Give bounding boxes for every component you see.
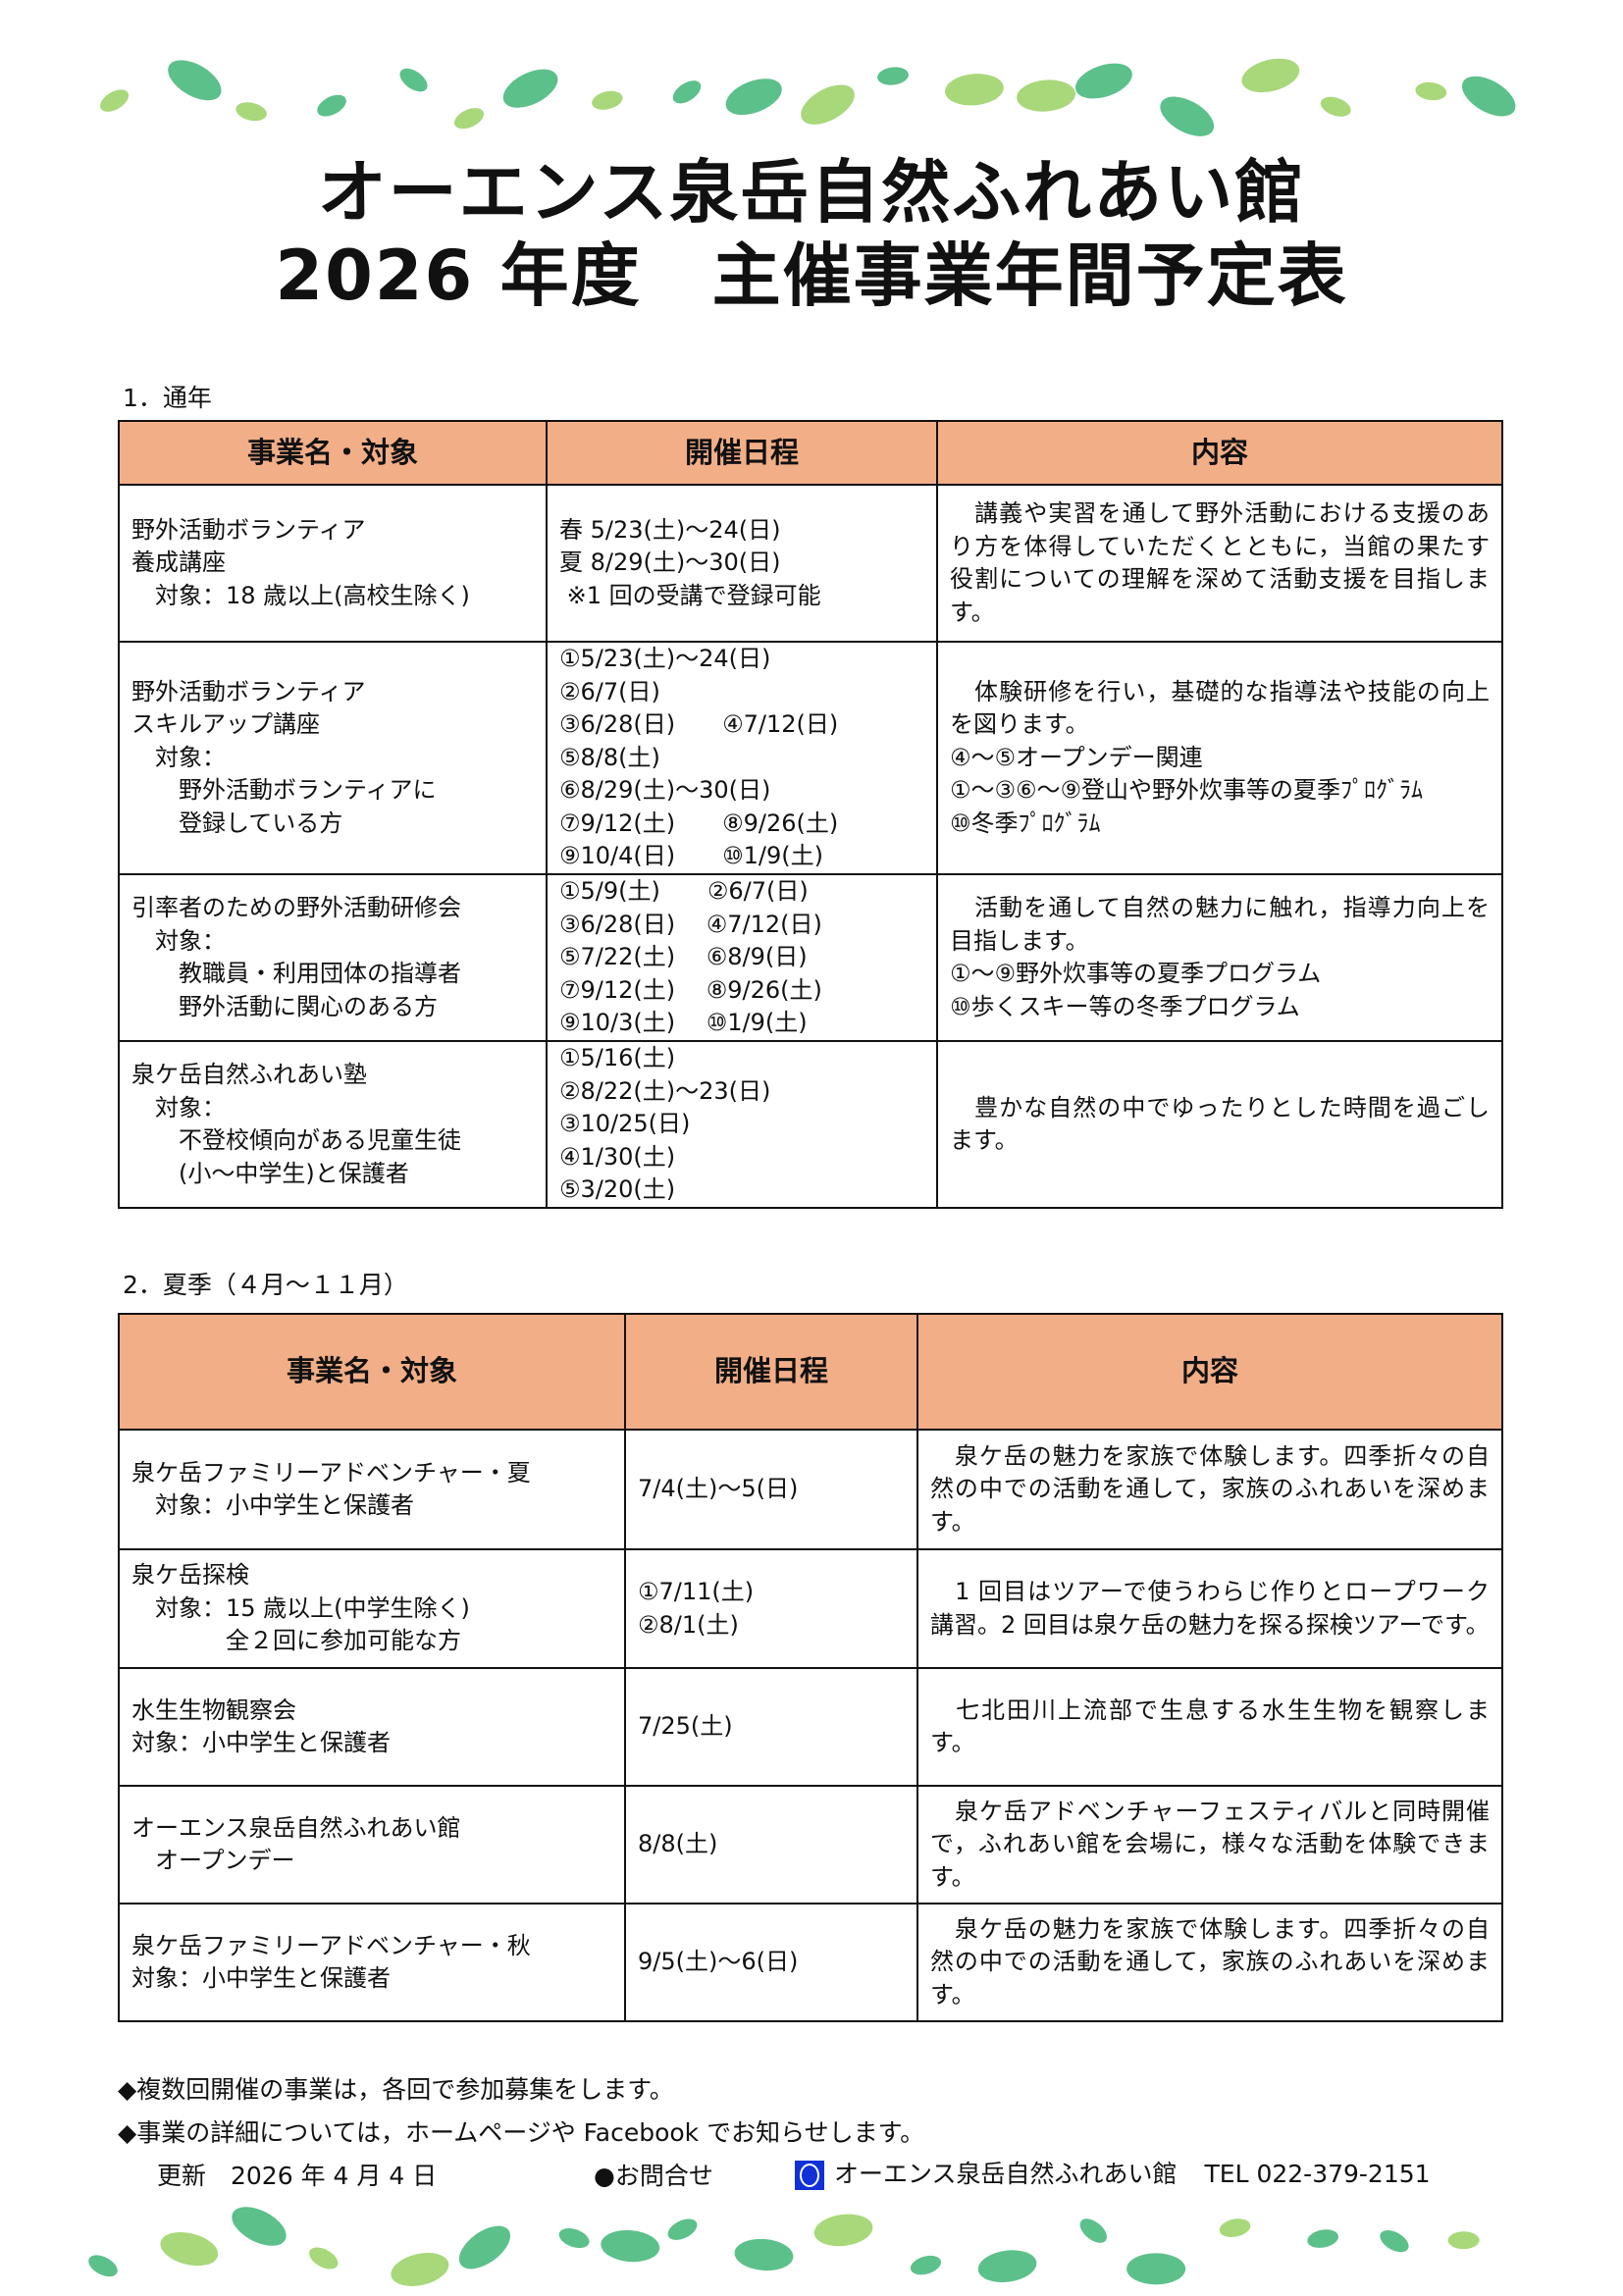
- leaf-icon: [160, 2232, 219, 2267]
- leaf-icon: [877, 67, 909, 85]
- leaf-icon: [1017, 79, 1075, 112]
- leaf-icon: [1447, 2231, 1480, 2250]
- col-header-name: 事業名・対象: [118, 420, 548, 486]
- table-row: 泉ケ岳ファミリーアドベンチャー・秋 対象：小中学生と保護者 9/5(土)～6(日)…: [118, 1903, 1503, 2022]
- leaf-icon: [399, 68, 428, 92]
- col-header-name: 事業名・対象: [118, 1313, 626, 1431]
- col-header-content: 内容: [936, 420, 1503, 486]
- table-row: 野外活動ボランティア 養成講座 対象：18 歳以上(高校生除く) 春 5/23(土…: [118, 484, 1503, 643]
- col-header-dates: 開催日程: [546, 420, 938, 486]
- cell-dates: 春 5/23(土)～24(日) 夏 8/29(土)～30(日) ※1 回の受講で…: [546, 484, 938, 643]
- cell-name: オーエンス泉岳自然ふれあい館 オープンデー: [118, 1785, 626, 1905]
- leaf-border-top: [100, 58, 1516, 136]
- leaf-icon: [672, 80, 702, 104]
- note-1: ◆複数回開催の事業は，各回で参加募集をします。: [118, 2075, 674, 2104]
- year-round-table: 事業名・対象 開催日程 内容 野外活動ボランティア 養成講座 対象：18 歳以上…: [118, 420, 1503, 1209]
- leaf-icon: [317, 94, 346, 117]
- cell-name: 泉ケ岳ファミリーアドベンチャー・夏 対象：小中学生と保護者: [118, 1429, 626, 1550]
- cell-name: 野外活動ボランティア 養成講座 対象：18 歳以上(高校生除く): [118, 484, 548, 643]
- col-header-dates: 開催日程: [624, 1313, 918, 1431]
- cell-content: 泉ケ岳の魅力を家族で体験します。四季折々の自然の中での活動を通して，家族のふれあ…: [916, 1903, 1503, 2022]
- leaf-icon: [502, 69, 558, 108]
- leaf-icon: [309, 2247, 339, 2270]
- leaf-icon: [1241, 58, 1300, 93]
- cell-dates: ①7/11(土) ②8/1(土): [624, 1548, 918, 1669]
- cell-name: 泉ケ岳探検 対象：15 歳以上(中学生除く) 全２回に参加可能な方: [118, 1548, 626, 1669]
- table-row: 泉ケ岳探検 対象：15 歳以上(中学生除く) 全２回に参加可能な方 ①7/11(土…: [118, 1548, 1503, 1669]
- table-header-row: 事業名・対象 開催日程 内容: [118, 1313, 1503, 1431]
- cell-content: 1 回目はツアーで使うわらじ作りとロープワーク講習。2 回目は泉ケ岳の魅力を探る…: [916, 1548, 1503, 1669]
- leaf-icon: [1219, 2218, 1251, 2237]
- cell-name: 引率者のための野外活動研修会 対象： 教職員・利用団体の指導者 野外活動に関心の…: [118, 873, 548, 1042]
- cell-content: 七北田川上流部で生息する水生生物を観察します。: [916, 1667, 1503, 1787]
- table-row: 泉ケ岳ファミリーアドベンチャー・夏 対象：小中学生と保護者 7/4(土)～5(日)…: [118, 1429, 1503, 1550]
- leaf-icon: [813, 2214, 873, 2247]
- leaf-icon: [1079, 2218, 1107, 2243]
- table-row: オーエンス泉岳自然ふれあい館 オープンデー 8/8(土) 泉ケ岳アドベンチャーフェ…: [118, 1785, 1503, 1905]
- leaf-icon: [1320, 96, 1351, 117]
- leaf-icon: [1380, 2230, 1409, 2253]
- cell-dates: ①5/9(土) ②6/7(日) ③6/28(日) ④7/12(日) ⑤7/22(…: [546, 873, 938, 1042]
- leaf-icon: [1160, 96, 1215, 136]
- section2-heading: 2．夏季（４月～１１月）: [123, 1271, 408, 1299]
- leaf-icon: [1415, 81, 1447, 101]
- leaf-icon: [558, 2228, 590, 2248]
- cell-content: 泉ケ岳アドベンチャーフェスティバルと同時開催で，ふれあい館を会場に，様々な活動を…: [916, 1785, 1503, 1905]
- cell-dates: 8/8(土): [624, 1785, 918, 1905]
- leaf-icon: [88, 2255, 118, 2277]
- table-header-row: 事業名・対象 開催日程 内容: [118, 420, 1503, 486]
- leaf-icon: [801, 84, 855, 125]
- leaf-icon: [391, 2253, 449, 2286]
- cell-name: 泉ケ岳自然ふれあい塾 対象： 不登校傾向がある児童生徒 (小～中学生)と保護者: [118, 1040, 548, 1209]
- leaf-icon: [734, 2238, 794, 2271]
- cell-content: 講義や実習を通して野外活動における支援のあり方を体得していただくとともに，当館の…: [936, 484, 1503, 643]
- leaf-icon: [725, 78, 782, 116]
- cell-dates: 7/4(土)～5(日): [624, 1429, 918, 1550]
- leaf-icon: [100, 89, 130, 112]
- leaf-icon: [458, 2225, 510, 2270]
- cell-name: 泉ケ岳ファミリーアドベンチャー・秋 対象：小中学生と保護者: [118, 1903, 626, 2022]
- leaf-icon: [1074, 63, 1132, 99]
- leaf-icon: [1461, 76, 1516, 117]
- phone-number: TEL 022-379-2151: [1204, 2160, 1431, 2188]
- cell-content: 豊かな自然の中でゆったりとした時間を過ごします。: [936, 1040, 1503, 1209]
- contact-label: ●お問合せ: [594, 2162, 713, 2190]
- table-row: 水生生物観察会 対象：小中学生と保護者 7/25(土) 七北田川上流部で生息する水…: [118, 1667, 1503, 1787]
- table-row: 引率者のための野外活動研修会 対象： 教職員・利用団体の指導者 野外活動に関心の…: [118, 873, 1503, 1042]
- cell-dates: 7/25(土): [624, 1667, 918, 1787]
- org-name: オーエンス泉岳自然ふれあい館: [834, 2160, 1178, 2188]
- cell-dates: ①5/16(土) ②8/22(土)～23(日) ③10/25(日) ④1/30(…: [546, 1040, 938, 1209]
- summer-table: 事業名・対象 開催日程 内容 泉ケ岳ファミリーアドベンチャー・夏 対象：小中学生…: [118, 1313, 1503, 2022]
- cell-content: 体験研修を行い，基礎的な指導法や技能の向上を図ります。 ④～⑤オープンデー関連 …: [936, 641, 1503, 875]
- leaf-icon: [910, 2255, 942, 2275]
- cell-content: 泉ケ岳の魅力を家族で体験します。四季折々の自然の中での活動を通して，家族のふれあ…: [916, 1429, 1503, 1550]
- cell-name: 水生生物観察会 対象：小中学生と保護者: [118, 1667, 626, 1787]
- leaf-icon: [601, 2229, 660, 2263]
- leaf-icon: [945, 74, 1004, 106]
- leaf-icon: [168, 60, 222, 101]
- cell-content: 活動を通して自然の魅力に触れ，指導力向上を目指します。 ①～⑨野外炊事等の夏季プ…: [936, 873, 1503, 1042]
- section1-heading: 1．通年: [123, 384, 212, 412]
- note-2: ◆事業の詳細については，ホームページや Facebook でお知らせします。: [118, 2118, 925, 2147]
- leaf-icon: [592, 90, 623, 110]
- leaf-icon: [977, 2250, 1037, 2283]
- org-contact: オーエンス泉岳自然ふれあい館 TEL 022-379-2151: [795, 2155, 1431, 2190]
- leaf-icon: [1307, 2229, 1338, 2248]
- title-line1: オーエンス泉岳自然ふれあい館: [317, 152, 1306, 233]
- table-row: 野外活動ボランティア スキルアップ講座 対象： 野外活動ボランティアに 登録して…: [118, 641, 1503, 875]
- cell-dates: ①5/23(土)～24(日) ②6/7(日) ③6/28(日) ④7/12(日)…: [546, 641, 938, 875]
- leaf-icon: [667, 2218, 698, 2240]
- title-line2: 2026 年度 主催事業年間予定表: [275, 235, 1348, 316]
- leaf-icon: [454, 108, 485, 130]
- updated-date: 更新 2026 年 4 月 4 日: [157, 2162, 438, 2190]
- cell-dates: 9/5(土)～6(日): [624, 1903, 918, 2022]
- table-row: 泉ケ岳自然ふれあい塾 対象： 不登校傾向がある児童生徒 (小～中学生)と保護者 ①…: [118, 1040, 1503, 1209]
- leaf-icon: [1126, 2253, 1186, 2285]
- leaf-icon: [232, 2207, 287, 2246]
- leaf-border-bottom: [88, 2207, 1480, 2286]
- org-logo-icon: [795, 2161, 824, 2190]
- leaf-icon: [236, 102, 267, 122]
- col-header-content: 内容: [916, 1313, 1503, 1431]
- cell-name: 野外活動ボランティア スキルアップ講座 対象： 野外活動ボランティアに 登録して…: [118, 641, 548, 875]
